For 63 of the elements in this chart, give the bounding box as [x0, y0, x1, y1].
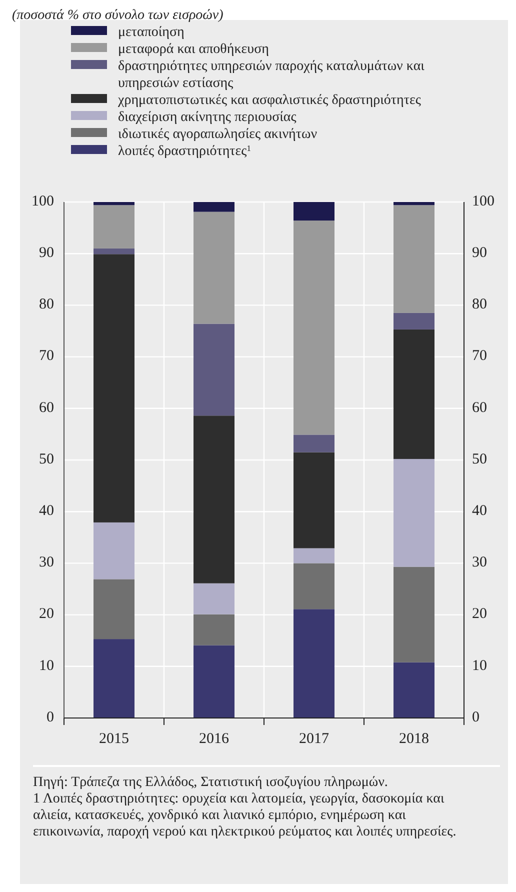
legend-label: χρηματοπιστωτικές και ασφαλιστικές δραστηριότητες — [117, 93, 422, 108]
bar — [94, 205, 134, 248]
chart-subtitle: (ποσοστά % στο σύνολο των εισροών) — [12, 8, 224, 24]
bar — [194, 212, 234, 324]
text: 1 Λοιπές δραστηριότητες: ορυχεία και λατομεία, γεωργία, δασοκομία και αλιεία, κατασκευές, χονδρικό και λιανικό εμπόριο, ενημέρωση και επικοινωνία, παροχή νερού και ηλεκτρικού ρεύματος και λοιπές υπηρεσίες. — [33, 792, 456, 840]
y-tick-label: 0 — [46, 709, 54, 726]
bar — [94, 254, 134, 522]
legend-label: μεταφορά και αποθήκευση — [118, 42, 269, 57]
bar — [394, 329, 434, 459]
y2-tick-label: 80 — [472, 296, 487, 313]
legend-label: διαχείριση ακίνητης περιουσίας — [118, 110, 297, 125]
bar — [94, 202, 134, 206]
y-tick-label: 10 — [39, 658, 54, 674]
bar — [394, 566, 434, 662]
bar — [94, 579, 134, 640]
y2-tick-label: 60 — [472, 400, 487, 416]
y-tick-label: 70 — [39, 348, 54, 364]
bar — [394, 662, 434, 718]
y2-tick-label: 0 — [472, 709, 480, 726]
y2-tick-label: 70 — [472, 348, 487, 364]
x-tick-label: 2015 — [99, 731, 129, 747]
bar — [294, 434, 334, 452]
y2-tick-label: 40 — [472, 503, 487, 520]
y2-tick-label: 90 — [472, 245, 487, 262]
y-tick-label: 30 — [39, 554, 54, 571]
bar — [394, 458, 434, 567]
bar — [294, 609, 334, 718]
y-tick-label: 60 — [39, 400, 54, 416]
y2-tick-label: 10 — [472, 658, 487, 674]
bar — [294, 563, 334, 610]
x-tick-label: 2017 — [299, 731, 330, 747]
legend-label: λοιπές δραστηριότητες$^{1}$ — [118, 144, 251, 159]
y2-tick-label: 100 — [472, 193, 494, 210]
bar — [394, 205, 434, 313]
legend-label: ιδιωτικές αγοραπωλησίες ακινήτων — [118, 127, 318, 142]
y-tick-label: 50 — [39, 451, 54, 468]
bar — [294, 220, 334, 435]
y-tick-label: 100 — [32, 193, 54, 210]
bar — [194, 416, 234, 584]
bar — [194, 583, 234, 614]
bar — [194, 614, 234, 646]
y-tick-label: 40 — [39, 503, 54, 520]
legend-label: μεταποίηση — [118, 25, 184, 40]
bar — [394, 202, 434, 206]
bar — [394, 312, 434, 330]
bar — [294, 452, 334, 548]
bar — [194, 202, 234, 212]
bar — [294, 202, 334, 221]
x-tick-label: 2016 — [199, 731, 230, 747]
bar — [94, 522, 134, 580]
bar — [94, 639, 134, 718]
bar — [194, 645, 234, 718]
bar — [194, 324, 234, 416]
y-tick-label: 20 — [39, 606, 54, 622]
x-tick-label: 2018 — [399, 731, 429, 747]
text: Πηγή: Τράπεζα της Ελλάδος, Στατιστική ισοζυγίου πληρωμών. — [33, 775, 388, 790]
y-tick-label: 90 — [39, 245, 54, 262]
y-tick-label: 80 — [39, 296, 54, 313]
bar — [294, 548, 334, 564]
bar — [94, 248, 134, 254]
y2-tick-label: 20 — [472, 606, 487, 622]
y2-tick-label: 30 — [472, 554, 487, 571]
y2-tick-label: 50 — [472, 451, 487, 468]
